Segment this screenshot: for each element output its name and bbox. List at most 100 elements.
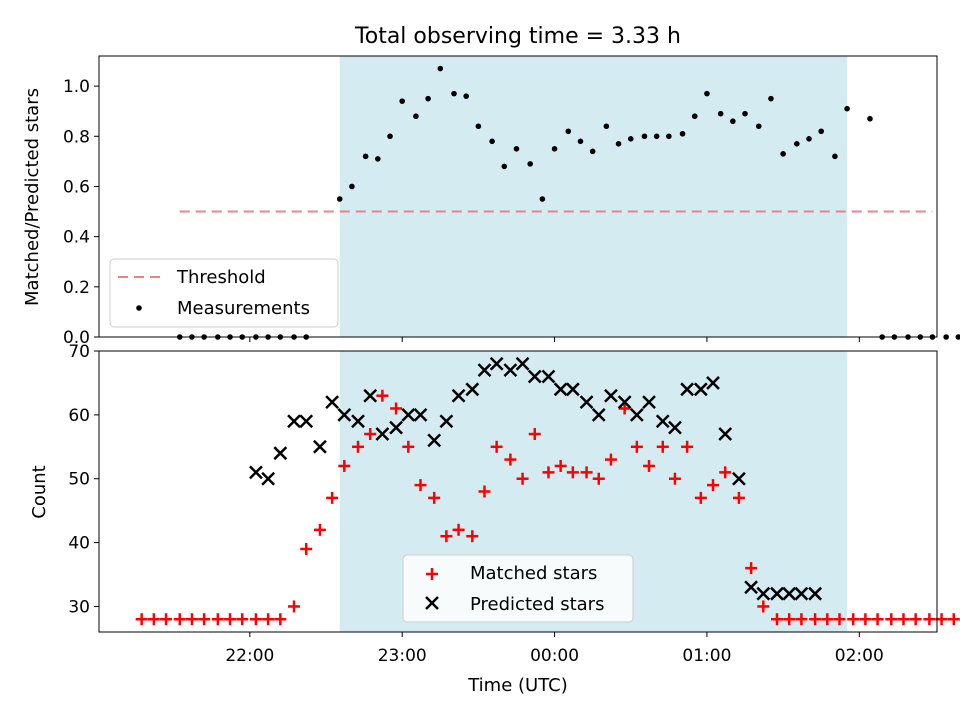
matched-point (795, 613, 808, 626)
predicted-point (565, 382, 580, 397)
predicted-point (617, 395, 632, 409)
predicted-point (413, 407, 428, 422)
measurement-point (425, 95, 431, 102)
predicted-point (261, 471, 276, 486)
legend-predicted-swatch (425, 596, 439, 610)
predicted-point (465, 382, 480, 397)
matched-point (440, 530, 453, 543)
matched-point (390, 402, 403, 415)
measurement-point (653, 133, 660, 140)
matched-point (262, 613, 275, 626)
x-axis-label: Time (UTC) (467, 675, 568, 696)
predicted-point (427, 433, 442, 448)
top-y-axis-label: Matched/Predicted stars (22, 88, 43, 306)
matched-point (528, 428, 541, 441)
matched-point (871, 613, 884, 626)
measurement-point (463, 93, 469, 99)
matched-point (452, 523, 465, 536)
measurement-point (527, 161, 533, 167)
predicted-point (527, 369, 542, 384)
matched-point (376, 389, 389, 402)
predicted-point (668, 420, 682, 435)
matched-point (757, 600, 770, 613)
predicted-point (325, 395, 340, 409)
top-plot-frame (98, 55, 938, 338)
matched-point (809, 613, 822, 626)
bottom-panel: 30 40 50 60 70 22:00 23:00 00:00 01:00 02:00 Cou… (29, 337, 960, 696)
matched-point (923, 613, 936, 626)
measurement-point (375, 156, 381, 162)
measurement-point (627, 135, 634, 142)
matched-point (935, 613, 948, 626)
matched-point (771, 613, 784, 626)
matched-point (326, 491, 339, 504)
predicted-point (808, 586, 822, 601)
matched-point (249, 613, 262, 626)
predicted-point (782, 586, 797, 601)
matched-point (783, 613, 796, 626)
measurement-point (565, 128, 572, 135)
matched-point (668, 472, 681, 485)
measurement-point (768, 95, 774, 102)
predicted-point (541, 369, 556, 384)
predicted-point (503, 363, 518, 378)
matched-point (352, 440, 365, 453)
measurement-point (349, 183, 355, 190)
measurement-point (475, 123, 482, 130)
predicted-point (375, 427, 390, 441)
predicted-point (680, 382, 695, 397)
matched-point (707, 479, 720, 492)
measurement-point (666, 133, 672, 140)
measurement-point (551, 146, 558, 152)
legend-matched-swatch (426, 568, 438, 580)
predicted-point (706, 376, 720, 390)
bottom-y-tick-label: 50 (68, 470, 90, 490)
legend-threshold-label: Threshold (176, 267, 266, 288)
predicted-point (693, 382, 708, 397)
bottom-y-tick-label: 70 (68, 342, 90, 362)
matched-point (897, 613, 910, 626)
top-y-tick-label: 0.8 (63, 127, 90, 147)
measurement-point (832, 153, 838, 160)
matched-point (274, 613, 287, 626)
predicted-point (770, 586, 784, 601)
matched-point (478, 485, 491, 498)
top-y-tick-label: 0.2 (63, 278, 90, 298)
matched-point (466, 530, 479, 543)
measurement-point (336, 196, 343, 202)
matched-point (681, 440, 694, 453)
measurement-point (577, 138, 584, 145)
predicted-point (451, 388, 466, 403)
matched-point (236, 613, 249, 626)
legend-matched-label: Matched stars (470, 563, 597, 584)
measurement-point (780, 151, 786, 157)
bottom-points (135, 356, 960, 626)
matched-point (414, 479, 427, 492)
legend-measurements-label: Measurements (177, 298, 310, 319)
predicted-point (401, 407, 416, 422)
predicted-point (718, 427, 733, 441)
matched-point (160, 613, 173, 626)
x-tick-label: 22:00 (225, 646, 274, 666)
measurement-point (955, 334, 960, 340)
bottom-legend-box (402, 554, 634, 623)
measurement-point (362, 153, 369, 160)
predicted-point (732, 471, 746, 486)
matched-point (694, 491, 707, 504)
top-y-tick-label: 0.4 (63, 228, 90, 248)
measurement-point (451, 90, 457, 97)
measurement-point (539, 196, 546, 202)
matched-point (859, 613, 872, 626)
predicted-point (337, 407, 352, 422)
matched-point (554, 459, 567, 472)
measurement-point (943, 334, 949, 340)
x-tick-label: 01:00 (682, 646, 731, 666)
top-points (176, 65, 960, 340)
matched-point (428, 491, 441, 504)
matched-point (719, 466, 732, 479)
predicted-point (591, 407, 606, 422)
predicted-point (477, 363, 492, 378)
matched-point (885, 613, 898, 626)
matched-point (592, 472, 605, 485)
matched-point (211, 613, 224, 626)
